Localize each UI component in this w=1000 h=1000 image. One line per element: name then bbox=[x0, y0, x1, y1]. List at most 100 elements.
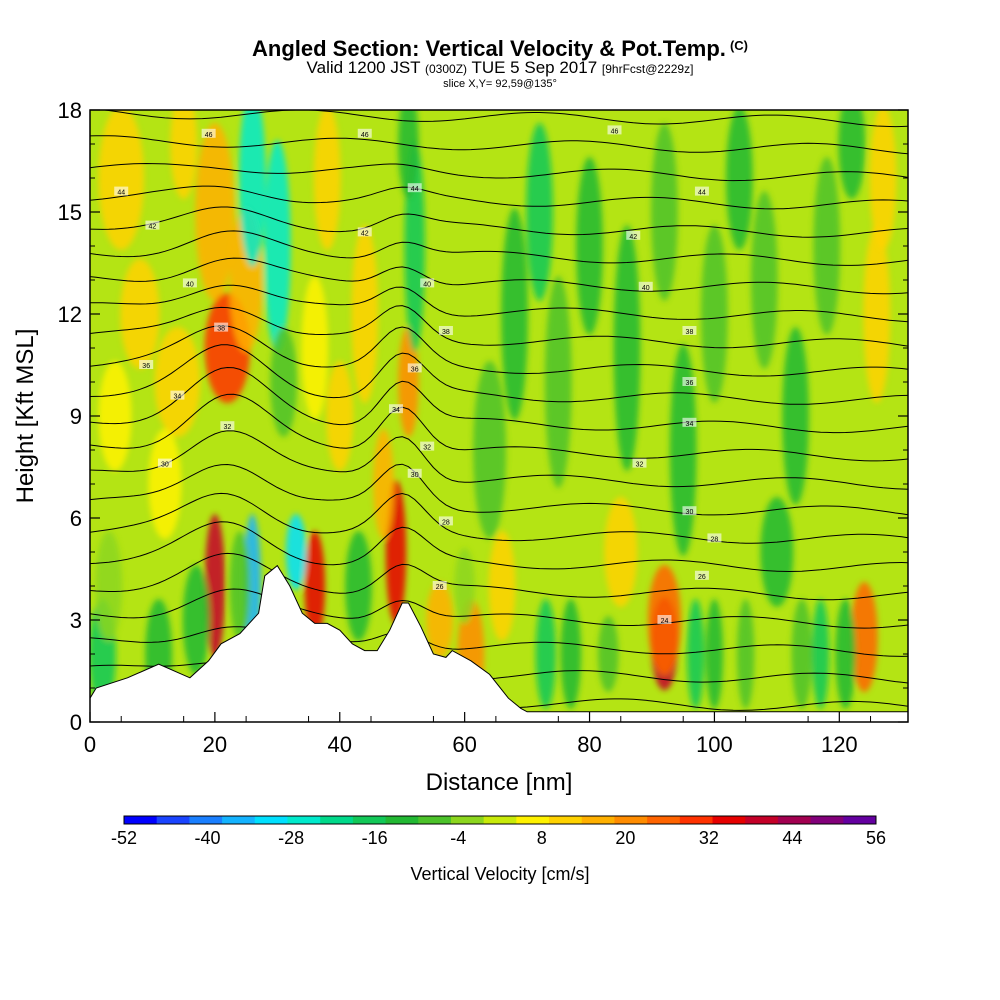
velocity-cell bbox=[351, 225, 379, 403]
svg-text:24: 24 bbox=[661, 618, 669, 625]
theta-contour-line bbox=[90, 521, 908, 573]
theta-contour-line bbox=[100, 110, 908, 128]
velocity-cell bbox=[760, 497, 794, 607]
theta-label: 38 bbox=[438, 326, 453, 336]
velocity-cell bbox=[869, 110, 897, 250]
colorbar-swatch bbox=[385, 816, 419, 824]
theta-label: 36 bbox=[407, 363, 422, 373]
colorbar-tick-label: 56 bbox=[866, 828, 886, 848]
theta-label: 46 bbox=[607, 125, 622, 135]
velocity-cell bbox=[454, 548, 475, 624]
svg-text:44: 44 bbox=[698, 190, 706, 197]
y-tick-label: 3 bbox=[70, 608, 82, 633]
chart-title: Angled Section: Vertical Velocity & Pot.… bbox=[0, 36, 1000, 62]
colorbar-label: Vertical Velocity [cm/s] bbox=[410, 864, 589, 884]
velocity-cell bbox=[850, 582, 878, 692]
valid-prefix: Valid 1200 JST bbox=[306, 58, 421, 77]
velocity-cell bbox=[326, 361, 354, 471]
colorbar-swatch bbox=[189, 816, 223, 824]
colorbar-tick-label: -28 bbox=[278, 828, 304, 848]
velocity-cell bbox=[373, 429, 394, 539]
velocity-cell bbox=[170, 110, 198, 199]
y-tick-label: 0 bbox=[70, 710, 82, 735]
vertical-velocity-field: 46 46 46 44 44 44 42 42 42 40 40 40 38 38 38 36 36 36 34 34… bbox=[90, 110, 908, 722]
chart-title-text: Angled Section: Vertical Velocity & Pot.… bbox=[252, 36, 726, 61]
velocity-cell bbox=[687, 599, 705, 709]
velocity-cell bbox=[195, 123, 235, 301]
x-tick-label: 40 bbox=[328, 732, 352, 757]
svg-text:38: 38 bbox=[686, 329, 694, 336]
y-axis-label: Height [Kft MSL] bbox=[12, 329, 39, 504]
colorbar-swatch bbox=[777, 816, 812, 824]
chart-subtitle-valid: Valid 1200 JST (0300Z) TUE 5 Sep 2017 [9… bbox=[0, 58, 1000, 78]
colorbar-tick-label: -52 bbox=[111, 828, 137, 848]
theta-label: 26 bbox=[432, 581, 447, 591]
svg-text:40: 40 bbox=[186, 281, 194, 288]
velocity-cell bbox=[229, 531, 251, 641]
theta-contours bbox=[90, 110, 908, 711]
x-tick-label: 120 bbox=[821, 732, 858, 757]
svg-text:32: 32 bbox=[223, 424, 231, 431]
theta-label: 38 bbox=[682, 326, 697, 336]
x-tick-label: 80 bbox=[577, 732, 601, 757]
y-tick-label: 9 bbox=[70, 404, 82, 429]
velocity-cell bbox=[526, 123, 553, 301]
x-tick-label: 60 bbox=[452, 732, 476, 757]
colorbar-tick-label: 8 bbox=[537, 828, 547, 848]
terrain-mask bbox=[90, 564, 908, 722]
svg-text:34: 34 bbox=[392, 407, 400, 414]
velocity-cell bbox=[835, 599, 856, 709]
y-tick-label: 6 bbox=[70, 506, 82, 531]
velocity-cell bbox=[751, 191, 778, 369]
theta-label: 36 bbox=[139, 360, 154, 370]
theta-label: 28 bbox=[707, 533, 722, 543]
svg-text:42: 42 bbox=[361, 230, 369, 237]
svg-text:28: 28 bbox=[711, 536, 719, 543]
svg-text:38: 38 bbox=[442, 329, 450, 336]
velocity-cell bbox=[669, 344, 697, 556]
svg-text:46: 46 bbox=[361, 132, 369, 139]
svg-text:36: 36 bbox=[686, 380, 694, 387]
theta-label: 46 bbox=[357, 128, 372, 139]
velocity-cell bbox=[488, 531, 516, 641]
velocity-cell bbox=[301, 276, 329, 420]
valid-zulu: (0300Z) bbox=[425, 62, 468, 76]
theta-contour-line bbox=[90, 162, 908, 182]
svg-text:44: 44 bbox=[411, 186, 419, 193]
colorbar-swatch bbox=[581, 816, 615, 824]
theta-contour-line bbox=[90, 305, 908, 349]
theta-label: 44 bbox=[407, 183, 422, 193]
theta-contour-line bbox=[90, 206, 908, 238]
x-axis: 0 20 40 60 80 100 120 bbox=[84, 712, 872, 757]
theta-label: 32 bbox=[220, 421, 235, 431]
y-tick-label: 12 bbox=[58, 302, 82, 327]
velocity-cell bbox=[863, 225, 891, 403]
chart-subtitle-slice: slice X,Y= 92,59@135° bbox=[443, 78, 557, 90]
colorbar-swatch bbox=[483, 816, 517, 824]
colorbar-swatch bbox=[156, 816, 190, 824]
colorbar-swatch bbox=[647, 816, 681, 824]
theta-label: 42 bbox=[626, 230, 641, 241]
theta-contour-line bbox=[90, 284, 908, 323]
velocity-cell bbox=[270, 327, 297, 437]
svg-text:30: 30 bbox=[161, 462, 169, 469]
velocity-cell bbox=[791, 599, 813, 709]
x-tick-label: 0 bbox=[84, 732, 96, 757]
theta-label: 24 bbox=[657, 615, 672, 625]
velocity-cell bbox=[345, 531, 372, 641]
theta-label: 42 bbox=[145, 220, 160, 231]
velocity-cell bbox=[95, 531, 123, 641]
svg-text:30: 30 bbox=[686, 509, 694, 516]
theta-label: 30 bbox=[407, 468, 422, 479]
x-tick-label: 100 bbox=[696, 732, 733, 757]
theta-contour-line bbox=[90, 463, 908, 516]
theta-contour-line bbox=[90, 626, 908, 657]
velocity-cell bbox=[98, 361, 132, 471]
theta-contour-line bbox=[90, 230, 908, 266]
velocity-cell bbox=[204, 514, 226, 658]
theta-label: 34 bbox=[388, 404, 403, 414]
colorbar-swatch bbox=[843, 816, 877, 824]
velocity-cell bbox=[782, 327, 809, 505]
velocity-cell bbox=[544, 276, 572, 488]
